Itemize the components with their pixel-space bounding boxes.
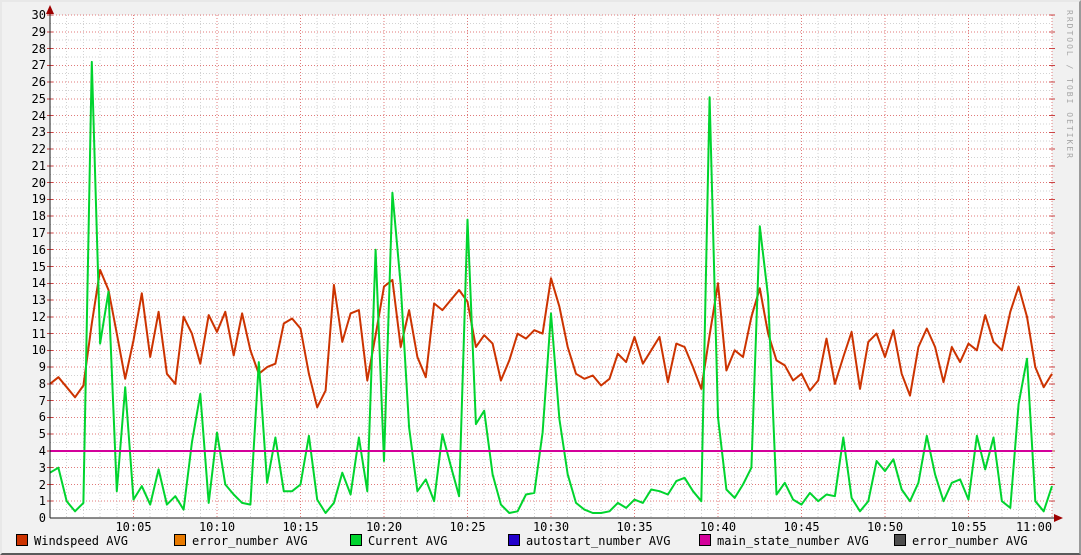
legend-item-4: autostart_number AVG <box>508 534 671 549</box>
y-tick-label: 21 <box>31 158 46 173</box>
y-tick-label: 8 <box>38 376 46 391</box>
axis-arrows <box>46 5 1063 522</box>
legend-label: error_number AVG <box>912 534 1028 548</box>
y-tick-label: 25 <box>31 91 46 106</box>
x-tick-label: 10:30 <box>532 520 570 534</box>
legend-item-3: Current AVG <box>350 534 447 549</box>
y-tick-label: 20 <box>31 175 46 190</box>
axes <box>49 10 1058 519</box>
y-tick-label: 30 <box>31 8 46 22</box>
y-tick-label: 5 <box>38 427 46 442</box>
y-tick-label: 0 <box>38 511 46 525</box>
y-tick-label: 11 <box>31 326 46 341</box>
x-tick-label: 10:25 <box>449 520 486 534</box>
x-tick-label: 10:45 <box>783 520 820 534</box>
rrdtool-watermark: RRDTOOL / TOBI OETIKER <box>1065 10 1074 160</box>
y-tick-label: 19 <box>31 192 46 207</box>
x-tick-label: 10:50 <box>866 520 904 534</box>
y-tick-label: 9 <box>38 360 46 375</box>
y-tick-label: 7 <box>38 393 46 408</box>
x-tick-label: 10:40 <box>699 520 737 534</box>
x-tick-label: 10:05 <box>115 520 152 534</box>
y-tick-label: 27 <box>31 58 46 73</box>
x-tick-label: 10:35 <box>616 520 653 534</box>
x-tick-label: 11:00 <box>1015 520 1053 534</box>
y-tick-label: 15 <box>31 259 46 274</box>
y-tick-label: 2 <box>38 477 46 492</box>
y-tick-label: 18 <box>31 209 46 224</box>
y-tick-label: 17 <box>31 226 46 240</box>
y-tick-label: 10 <box>31 343 46 358</box>
legend-label: main_state_number AVG <box>717 534 869 548</box>
legend-swatch-icon <box>508 534 520 546</box>
legend-label: Windspeed AVG <box>34 534 128 548</box>
legend-swatch-icon <box>350 534 362 546</box>
x-tick-label: 10:20 <box>365 520 403 534</box>
legend-swatch-icon <box>16 534 28 546</box>
legend-item-5: main_state_number AVG <box>699 534 869 549</box>
y-tick-label: 29 <box>31 24 46 39</box>
legend-item-6: error_number AVG <box>894 534 1028 549</box>
legend-swatch-icon <box>894 534 906 546</box>
legend-swatch-icon <box>174 534 186 546</box>
x-tick-label: 10:15 <box>282 520 319 534</box>
legend-label: autostart_number AVG <box>526 534 671 548</box>
x-tick-label: 10:10 <box>198 520 236 534</box>
y-tick-label: 24 <box>31 108 46 123</box>
y-tick-label: 22 <box>31 142 46 157</box>
legend-swatch-icon <box>699 534 711 546</box>
y-tick-label: 14 <box>31 276 46 291</box>
y-tick-label: 28 <box>31 41 46 56</box>
x-tick-label: 10:55 <box>950 520 987 534</box>
series-windspeed-avg-0 <box>49 268 1053 409</box>
y-tick-label: 6 <box>38 410 46 425</box>
legend-item-2: error_number AVG <box>174 534 308 549</box>
y-tick-label: 16 <box>31 242 46 257</box>
series-current-avg-2 <box>49 60 1053 514</box>
y-tick-label: 1 <box>38 494 46 509</box>
legend-label: Current AVG <box>368 534 448 548</box>
y-tick-label: 13 <box>31 293 46 307</box>
y-tick-label: 4 <box>38 443 46 458</box>
y-tick-label: 23 <box>31 125 46 140</box>
y-tick-label: 26 <box>31 75 46 90</box>
legend-item-1: Windspeed AVG <box>16 534 128 549</box>
y-tick-label: 12 <box>31 309 46 324</box>
legend-label: error_number AVG <box>192 534 308 548</box>
y-tick-label: 3 <box>38 460 46 475</box>
